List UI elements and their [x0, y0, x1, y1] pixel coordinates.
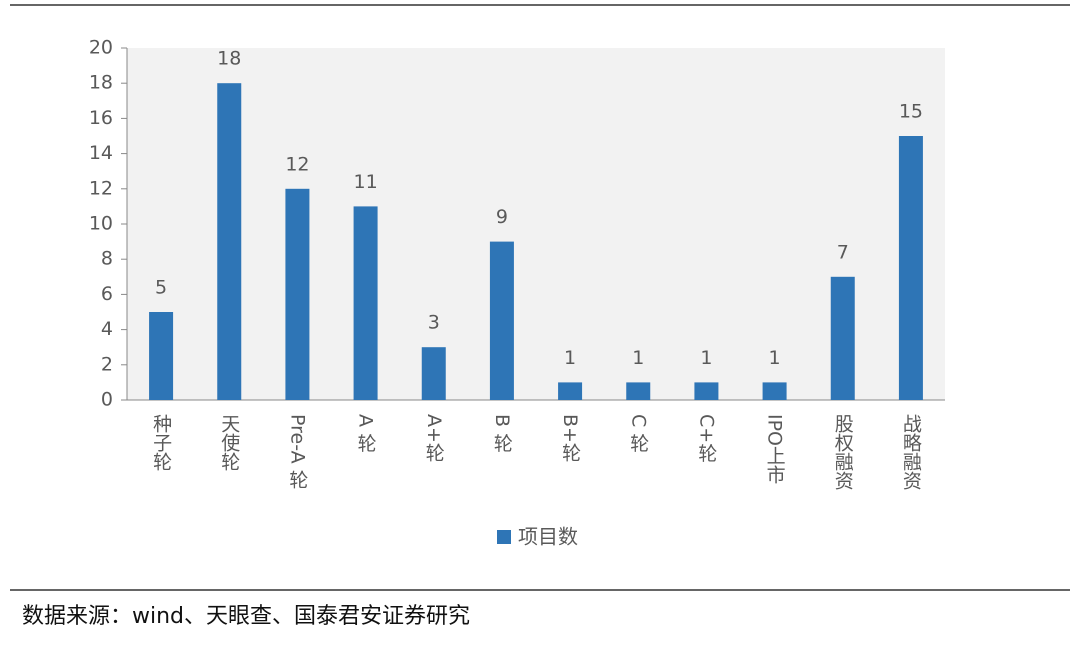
data-label: 9	[496, 206, 508, 228]
legend-label: 项目数	[518, 525, 578, 549]
bar	[830, 276, 855, 400]
x-tick-label: B+轮	[559, 414, 581, 462]
x-tick-label: 种子轮	[150, 414, 172, 471]
y-tick-label: 10	[89, 213, 113, 235]
bar	[898, 136, 923, 400]
data-label: 18	[217, 48, 241, 70]
x-tick-label: B 轮	[491, 414, 513, 452]
data-label: 3	[428, 312, 440, 334]
data-label: 1	[564, 347, 576, 369]
bar	[149, 312, 174, 400]
bar	[217, 83, 242, 400]
data-label: 1	[700, 347, 712, 369]
x-tick-label: C 轮	[627, 414, 649, 452]
bar	[762, 382, 787, 400]
y-tick-label: 18	[89, 72, 113, 94]
legend-swatch	[497, 530, 511, 544]
y-tick-label: 14	[89, 142, 113, 164]
y-tick-label: 16	[89, 107, 113, 129]
x-tick-label: 战略融资	[900, 414, 922, 490]
y-tick-label: 2	[101, 353, 113, 375]
data-label: 5	[155, 277, 167, 299]
bar	[421, 347, 446, 400]
y-tick-label: 12	[89, 177, 113, 199]
bar	[694, 382, 719, 400]
x-tick-label: A+轮	[423, 414, 445, 462]
data-label: 7	[837, 241, 849, 263]
bar	[489, 241, 514, 400]
x-tick-label: IPO上市	[764, 414, 786, 484]
bar	[558, 382, 583, 400]
data-label: 12	[285, 153, 309, 175]
source-note: 数据来源：wind、天眼查、国泰君安证券研究	[22, 604, 470, 629]
bar	[626, 382, 651, 400]
y-tick-label: 6	[101, 283, 113, 305]
plot-area	[127, 48, 945, 400]
bar	[353, 206, 378, 400]
y-tick-label: 8	[101, 248, 113, 270]
x-tick-label: A 轮	[355, 414, 377, 452]
x-tick-label: C+轮	[695, 414, 717, 462]
bar	[285, 188, 310, 400]
y-tick-label: 4	[101, 318, 113, 340]
chart: 0 2 4 6 8 10 12 14 16 18 20 种子轮 天使轮 Pre-A 轮 A 轮 A+轮 B 轮 B…	[89, 37, 945, 549]
data-label: 11	[353, 171, 377, 193]
x-tick-label: 天使轮	[218, 414, 240, 471]
data-label: 1	[632, 347, 644, 369]
data-label: 15	[899, 101, 923, 123]
x-tick-label: 股权融资	[832, 414, 854, 490]
y-tick-label: 20	[89, 37, 113, 59]
data-label: 1	[769, 347, 781, 369]
x-tick-label: Pre-A 轮	[286, 414, 308, 489]
y-tick-label: 0	[101, 389, 113, 411]
